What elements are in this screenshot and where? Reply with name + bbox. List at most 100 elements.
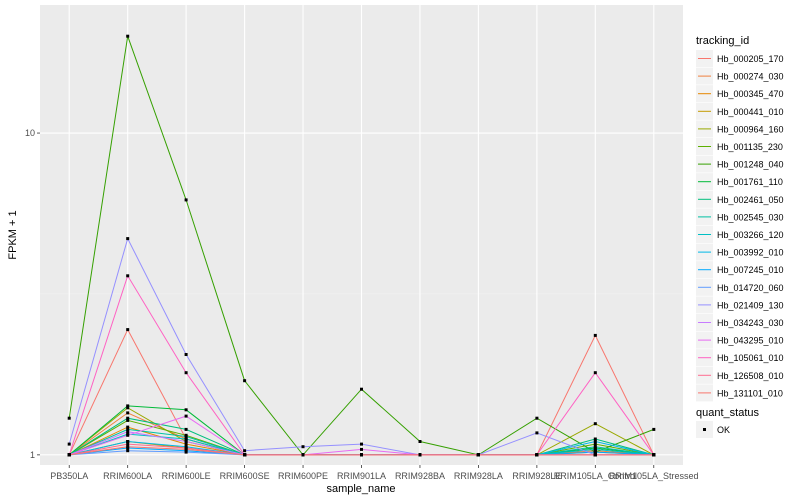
data-point [184, 427, 188, 431]
legend-label: Hb_000441_010 [717, 107, 784, 117]
legend-label: Hb_105061_010 [717, 353, 784, 363]
y-axis: 1 10 [25, 128, 40, 460]
legend-label: Hb_000205_170 [717, 54, 784, 64]
point-legend-title: quant_status [696, 407, 759, 419]
legend-label: Hb_131101_010 [717, 388, 783, 398]
data-point [126, 445, 130, 449]
point-legend-marker [703, 428, 706, 431]
legend-label: Hb_000345_470 [717, 89, 784, 99]
legend-label: Hb_007245_010 [717, 265, 784, 275]
legend-label: Hb_003992_010 [717, 248, 784, 258]
x-tick-label: RRIM600LE [162, 471, 211, 481]
data-point [593, 422, 597, 426]
data-point [418, 440, 422, 443]
x-tick-label: RRIM600SE [220, 471, 270, 481]
data-point [126, 237, 130, 241]
x-tick-label: RRIM600PE [278, 471, 328, 481]
x-tick-label: PB350LA [50, 471, 88, 481]
data-point [126, 274, 130, 278]
legend-label: Hb_000964_160 [717, 124, 784, 134]
data-point [184, 371, 188, 375]
data-point [418, 453, 422, 457]
data-point [184, 447, 188, 451]
legend-title: tracking_id [696, 35, 749, 47]
legend-label: Hb_034243_030 [717, 318, 784, 328]
data-point [184, 440, 188, 443]
data-point [184, 414, 188, 418]
y-axis-title: FPKM + 1 [7, 210, 19, 259]
x-tick-label: RRIM105LA_Control [554, 471, 637, 481]
data-point [126, 440, 130, 443]
data-point [360, 453, 363, 457]
legend-label: Hb_126508_010 [717, 371, 784, 381]
data-point [593, 442, 597, 446]
data-point [593, 440, 597, 443]
y-tick-label: 1 [30, 450, 35, 460]
data-point [184, 450, 188, 454]
data-point [184, 353, 188, 356]
x-tick-label: RRIM928LA [454, 471, 503, 481]
legend-label: Hb_002461_050 [717, 195, 784, 205]
data-point [593, 371, 597, 375]
x-axis: PB350LA RRIM600LA RRIM600LE RRIM600SE RRIM60… [50, 465, 699, 481]
legend-label: Hb_001248_040 [717, 160, 784, 170]
legend-label: Hb_001135_230 [717, 142, 783, 152]
data-point [126, 449, 130, 453]
data-point [593, 453, 597, 457]
data-point [184, 435, 188, 438]
data-point [593, 445, 597, 449]
data-point [243, 379, 247, 383]
data-point [476, 453, 480, 457]
data-point [301, 445, 305, 449]
x-tick-label: RRIM928LE [512, 471, 561, 481]
data-point [652, 427, 656, 431]
data-point [593, 447, 597, 451]
point-legend-label: OK [717, 425, 730, 435]
legend-label: Hb_002545_030 [717, 212, 784, 222]
data-point [593, 333, 597, 337]
data-point [184, 408, 188, 412]
data-point [593, 450, 597, 454]
x-tick-label: RRIM901LA [337, 471, 386, 481]
data-point [126, 328, 130, 332]
data-point [126, 425, 130, 429]
data-point [184, 198, 188, 202]
y-tick-label: 10 [25, 128, 35, 138]
legend-label: Hb_014720_060 [717, 283, 784, 293]
data-point [126, 411, 130, 415]
data-point [126, 442, 130, 446]
data-point [67, 453, 71, 457]
legend: tracking_id Hb_000205_170 Hb_000274_030 Hb… [696, 35, 784, 402]
series-points [67, 34, 656, 457]
data-point [535, 453, 539, 457]
data-point [652, 453, 656, 457]
legend-label: Hb_021409_130 [717, 300, 784, 310]
data-point [126, 404, 130, 408]
data-point [243, 449, 247, 453]
legend-label: Hb_001761_110 [717, 177, 783, 187]
data-point [126, 427, 130, 431]
data-point [126, 34, 130, 38]
data-point [67, 416, 71, 420]
point-legend: quant_status OK [696, 407, 759, 438]
legend-label: Hb_003266_120 [717, 230, 784, 240]
x-tick-label: RRIM600LA [103, 471, 152, 481]
data-point [593, 437, 597, 441]
data-point [126, 416, 130, 420]
x-tick-label: RRIM105LA_Stressed [609, 471, 699, 481]
data-point [126, 430, 130, 434]
data-point [535, 431, 539, 435]
legend-label: Hb_043295_010 [717, 336, 784, 346]
data-point [67, 442, 71, 446]
data-point [360, 447, 363, 451]
data-point [360, 442, 363, 446]
data-point [184, 442, 188, 446]
data-point [301, 453, 305, 457]
data-point [126, 418, 130, 422]
data-point [243, 453, 247, 457]
data-point [184, 437, 188, 441]
data-point [126, 433, 130, 437]
legend-label: Hb_000274_030 [717, 72, 784, 82]
x-axis-title: sample_name [326, 483, 395, 495]
